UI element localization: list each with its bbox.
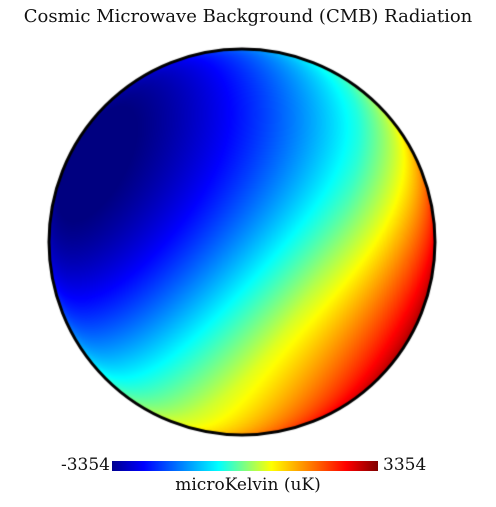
map-title: Cosmic Microwave Background (CMB) Radiat… [23, 6, 473, 27]
colorbar-max-label: 3354 [383, 455, 427, 475]
cmb-sky-map [44, 44, 440, 440]
colorbar-unit-label: microKelvin (uK) [175, 475, 321, 495]
colorbar [112, 461, 378, 471]
colorbar-min-label: -3354 [60, 455, 110, 475]
